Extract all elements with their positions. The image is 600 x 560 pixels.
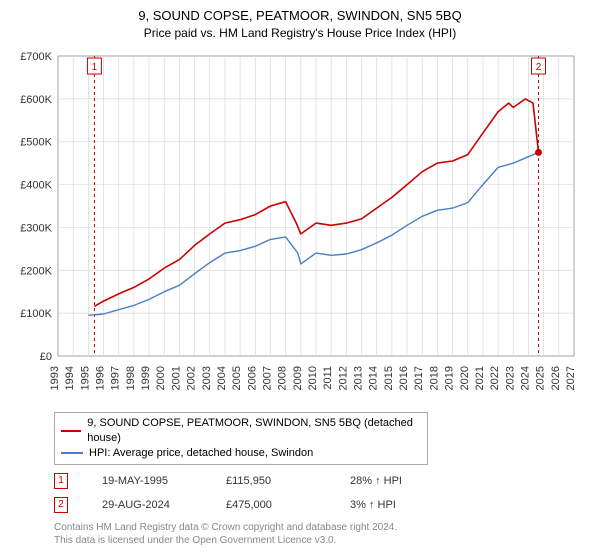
svg-text:2013: 2013 [353, 366, 365, 390]
svg-text:2009: 2009 [292, 366, 304, 390]
svg-text:2017: 2017 [413, 366, 425, 390]
svg-text:2011: 2011 [322, 366, 334, 390]
legend-label: 9, SOUND COPSE, PEATMOOR, SWINDON, SN5 5… [87, 416, 421, 446]
legend-item: HPI: Average price, detached house, Swin… [61, 446, 421, 461]
legend-label: HPI: Average price, detached house, Swin… [89, 446, 313, 461]
marker-date: 29-AUG-2024 [102, 499, 192, 511]
svg-text:£100K: £100K [20, 308, 52, 320]
svg-text:2012: 2012 [337, 366, 349, 390]
svg-text:2000: 2000 [155, 366, 167, 390]
svg-text:1997: 1997 [110, 366, 122, 390]
svg-text:2026: 2026 [550, 366, 562, 390]
marker-delta: 3% ↑ HPI [350, 499, 440, 511]
svg-text:2020: 2020 [459, 366, 471, 390]
line-chart-svg: £0 £100K £200K £300K £400K £500K £600K £700K 199… [10, 46, 590, 406]
svg-text:2015: 2015 [383, 366, 395, 390]
svg-text:£500K: £500K [20, 137, 52, 149]
chart-title: 9, SOUND COPSE, PEATMOOR, SWINDON, SN5 5… [0, 0, 600, 23]
svg-text:£600K: £600K [20, 94, 52, 106]
attribution-footer: Contains HM Land Registry data © Crown c… [54, 521, 600, 547]
svg-text:2008: 2008 [277, 366, 289, 390]
svg-text:1999: 1999 [140, 366, 152, 390]
legend-swatch [61, 452, 83, 454]
svg-text:1994: 1994 [64, 366, 76, 390]
svg-text:2025: 2025 [535, 366, 547, 390]
svg-text:2023: 2023 [504, 366, 516, 390]
svg-text:2004: 2004 [216, 366, 228, 390]
svg-text:2005: 2005 [231, 366, 243, 390]
svg-text:2024: 2024 [519, 366, 531, 390]
svg-text:2022: 2022 [489, 366, 501, 390]
svg-text:2021: 2021 [474, 366, 486, 390]
svg-text:1: 1 [92, 62, 98, 73]
legend-swatch [61, 430, 81, 432]
footer-line: This data is licensed under the Open Gov… [54, 534, 600, 547]
svg-text:£0: £0 [40, 351, 52, 363]
svg-text:2018: 2018 [428, 366, 440, 390]
marker-price: £115,950 [226, 475, 316, 487]
chart-card: 9, SOUND COPSE, PEATMOOR, SWINDON, SN5 5… [0, 0, 600, 560]
svg-text:2001: 2001 [170, 366, 182, 390]
legend: 9, SOUND COPSE, PEATMOOR, SWINDON, SN5 5… [54, 412, 428, 465]
chart-area: £0 £100K £200K £300K £400K £500K £600K £700K 199… [10, 46, 590, 406]
svg-text:1995: 1995 [79, 366, 91, 390]
svg-text:2016: 2016 [398, 366, 410, 390]
event-marker-row: 2 29-AUG-2024 £475,000 3% ↑ HPI [54, 497, 600, 513]
svg-text:2: 2 [536, 62, 542, 73]
svg-text:£700K: £700K [20, 51, 52, 63]
svg-text:1998: 1998 [125, 366, 137, 390]
svg-text:2010: 2010 [307, 366, 319, 390]
svg-text:£200K: £200K [20, 265, 52, 277]
svg-text:2027: 2027 [565, 366, 577, 390]
svg-text:2014: 2014 [368, 366, 380, 390]
marker-badge: 2 [54, 497, 68, 513]
svg-text:2006: 2006 [246, 366, 258, 390]
svg-text:2007: 2007 [261, 366, 273, 390]
footer-line: Contains HM Land Registry data © Crown c… [54, 521, 600, 534]
marker-badge: 1 [54, 473, 68, 489]
chart-subtitle: Price paid vs. HM Land Registry's House … [0, 23, 600, 46]
svg-text:2003: 2003 [201, 366, 213, 390]
svg-text:£400K: £400K [20, 180, 52, 192]
marker-price: £475,000 [226, 499, 316, 511]
svg-text:2019: 2019 [444, 366, 456, 390]
event-marker-table: 1 19-MAY-1995 £115,950 28% ↑ HPI 2 29-AU… [54, 473, 600, 513]
svg-text:2002: 2002 [186, 366, 198, 390]
legend-item: 9, SOUND COPSE, PEATMOOR, SWINDON, SN5 5… [61, 416, 421, 446]
marker-date: 19-MAY-1995 [102, 475, 192, 487]
svg-text:1996: 1996 [95, 366, 107, 390]
svg-text:1993: 1993 [49, 366, 61, 390]
marker-delta: 28% ↑ HPI [350, 475, 440, 487]
svg-text:£300K: £300K [20, 222, 52, 234]
event-marker-row: 1 19-MAY-1995 £115,950 28% ↑ HPI [54, 473, 600, 489]
